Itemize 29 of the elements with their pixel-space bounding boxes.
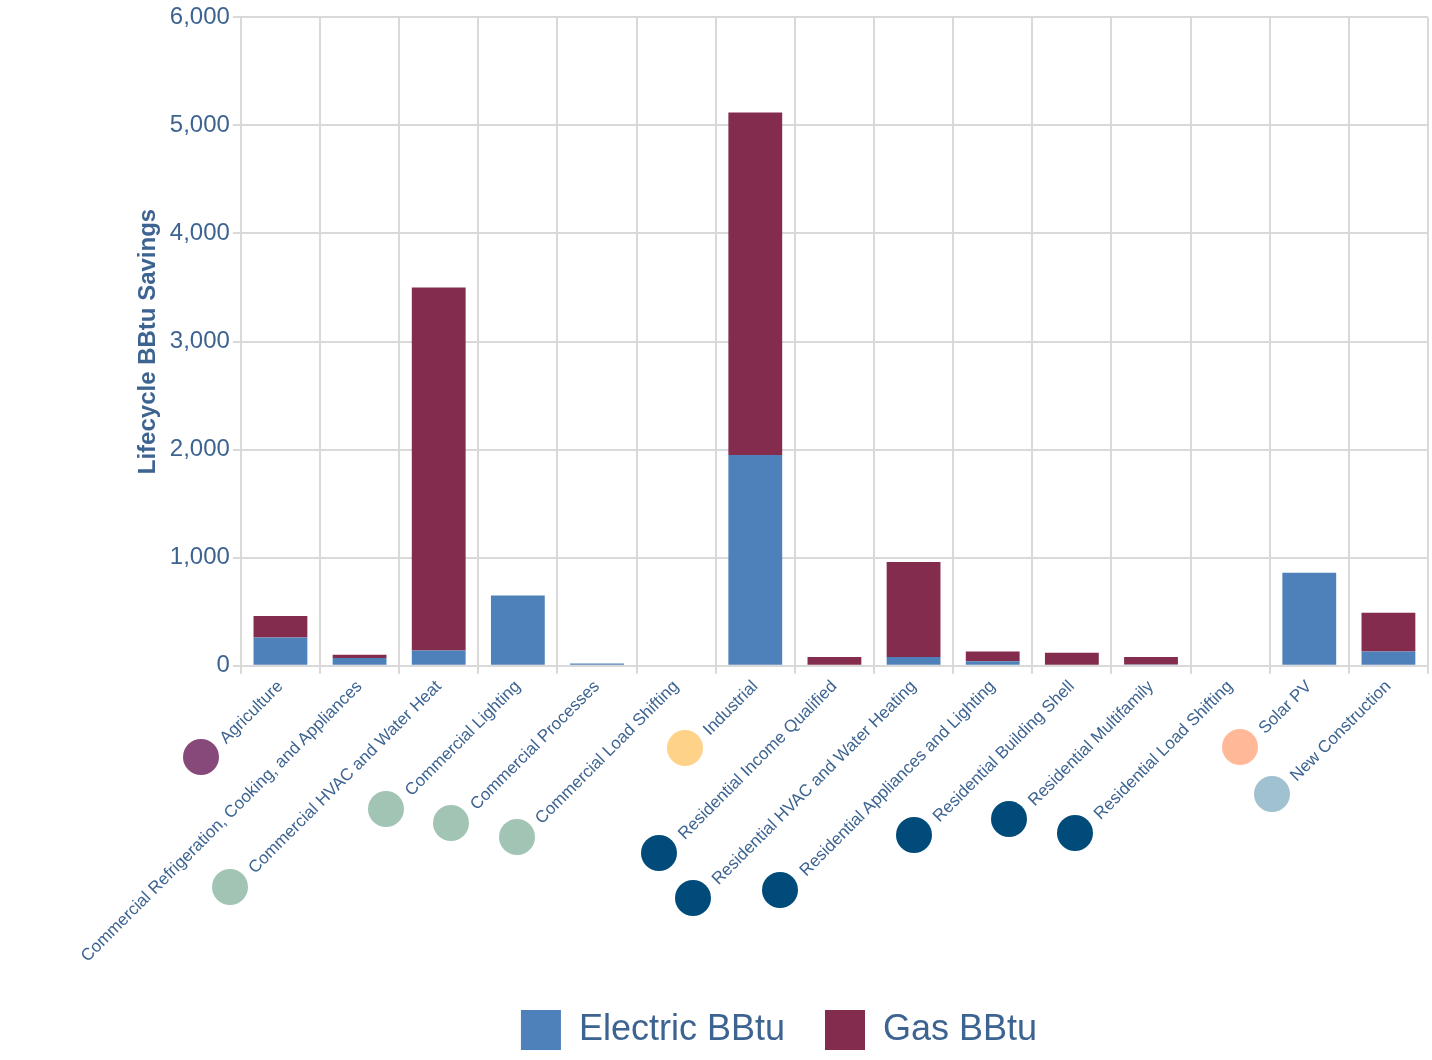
bar <box>728 454 783 665</box>
y-tick-label: 6,000 <box>169 2 230 30</box>
y-axis-title: Lifecycle BBtu Savings <box>133 208 161 475</box>
y-tick-label: 4,000 <box>169 218 230 246</box>
bar <box>965 651 1020 662</box>
bar <box>1361 612 1416 652</box>
y-tick-label: 3,000 <box>169 326 230 354</box>
bar <box>411 287 466 651</box>
bar <box>886 561 941 657</box>
y-tick-label: 2,000 <box>169 434 230 462</box>
bar <box>1282 572 1337 665</box>
bar <box>332 654 387 659</box>
bar <box>411 650 466 665</box>
y-tick-label: 5,000 <box>169 110 230 138</box>
bar <box>253 637 308 665</box>
y-tick-label: 1,000 <box>169 542 230 570</box>
bar <box>886 656 941 665</box>
bar <box>332 658 387 665</box>
bar <box>807 656 862 665</box>
legend-label: Electric BBtu <box>578 1006 786 1048</box>
bar <box>728 112 783 455</box>
bar <box>1044 652 1099 665</box>
bar <box>1124 656 1178 665</box>
bar <box>1361 651 1416 665</box>
y-tick-label: 0 <box>216 650 230 678</box>
bar <box>490 595 545 665</box>
bar <box>965 661 1020 665</box>
bar <box>253 615 308 638</box>
legend-label: Gas BBtu <box>883 1006 1038 1048</box>
